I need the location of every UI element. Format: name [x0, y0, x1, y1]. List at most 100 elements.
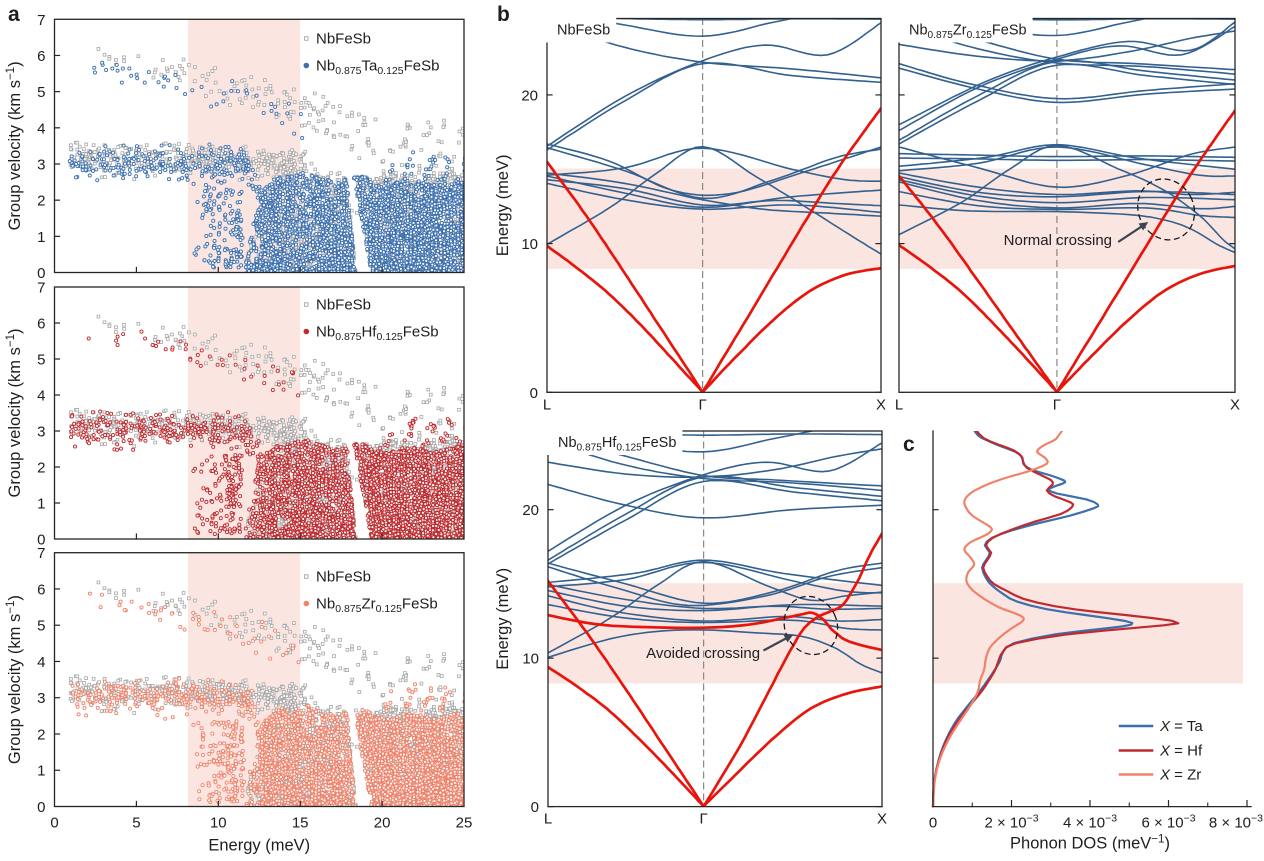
scatter-point-square — [257, 153, 261, 158]
scatter-point-circle — [273, 104, 278, 109]
scatter-point-circle — [122, 171, 127, 176]
scatter-point-square — [291, 234, 296, 239]
scatter-point-circle — [70, 163, 75, 168]
scatter-point-square — [467, 140, 470, 143]
scatter-point-circle — [226, 144, 231, 149]
scatter-point-square — [191, 148, 195, 153]
scatter-point-square — [337, 110, 342, 115]
scatter-point-circle — [149, 163, 154, 168]
scatter-point-square — [108, 154, 112, 159]
scatter-point-circle — [178, 151, 183, 156]
scatter-point-circle — [466, 230, 469, 233]
scatter-point-circle — [204, 233, 209, 238]
scatter-point-circle — [252, 172, 257, 177]
scatter-point-square — [68, 147, 73, 151]
scatter-point-square — [151, 75, 156, 80]
scatter-point-square — [122, 59, 126, 64]
scatter-point-square — [357, 112, 361, 117]
scatter-point-square — [323, 104, 328, 108]
scatter-point-circle — [290, 186, 295, 191]
scatter-point-circle — [121, 143, 126, 148]
scatter-point-circle — [254, 189, 259, 194]
scatter-point-square — [210, 144, 215, 149]
scatter-point-square — [259, 158, 264, 163]
panel-letter-a: a — [8, 3, 20, 26]
scatter-point-square — [438, 171, 442, 176]
scatter-point-square — [299, 106, 303, 110]
scatter-point-circle — [218, 164, 223, 169]
scatter-point-square — [398, 144, 403, 149]
scatter-point-circle — [88, 150, 93, 155]
scatter-point-square — [291, 110, 296, 115]
scatter-point-circle — [304, 237, 309, 242]
scatter-point-square — [264, 87, 269, 91]
scatter-point-circle — [229, 88, 234, 93]
scatter-point-square — [345, 134, 350, 139]
scatter-point-square — [225, 96, 230, 101]
scatter-point-circle — [203, 164, 208, 169]
scatter-point-circle — [212, 239, 217, 244]
scatter-point-circle — [237, 152, 242, 157]
scatter-point-square — [403, 137, 407, 142]
scatter-point-circle — [107, 149, 112, 154]
scatter-point-circle — [223, 151, 228, 156]
scatter-point-square — [292, 87, 296, 92]
scatter-point-circle — [238, 254, 243, 259]
scatter-point-circle — [121, 176, 126, 181]
scatter-point-square — [274, 170, 278, 174]
scatter-point-square — [283, 105, 287, 109]
scatter-point-circle — [246, 182, 251, 187]
scatter-point-square — [466, 199, 469, 202]
scatter-point-square — [337, 171, 342, 175]
scatter-point-circle — [274, 111, 279, 116]
scatter-point-square — [465, 141, 468, 144]
scatter-point-circle — [211, 153, 216, 158]
scatter-point-circle — [121, 155, 126, 160]
scatter-point-circle — [215, 179, 220, 184]
scatter-point-square — [421, 133, 426, 137]
scatter-point-square — [302, 105, 307, 110]
scatter-point-square — [164, 66, 169, 71]
scatter-point-circle — [161, 151, 166, 156]
scatter-point-circle — [239, 263, 244, 268]
scatter-point-circle — [87, 167, 92, 172]
scatter-point-square — [439, 140, 444, 145]
scatter-point-circle — [230, 232, 235, 237]
scatter-point-circle — [197, 164, 202, 169]
scatter-point-square — [244, 83, 249, 88]
scatter-point-circle — [241, 150, 246, 155]
scatter-point-circle — [134, 144, 139, 149]
scatter-point-circle — [236, 208, 241, 213]
scatter-point-circle — [199, 84, 204, 89]
scatter-point-circle — [77, 150, 82, 155]
scatter-point-square — [120, 151, 125, 155]
scatter-point-square — [325, 101, 330, 105]
scatter-point-square — [432, 171, 436, 175]
scatter-point-circle — [235, 235, 240, 240]
scatter-point-circle — [180, 169, 185, 174]
scatter-point-circle — [239, 217, 244, 222]
scatter-point-circle — [337, 189, 342, 194]
scatter-point-square — [467, 257, 470, 260]
scatter-point-circle — [210, 212, 215, 217]
scatter-point-square — [82, 147, 86, 151]
scatter-point-square — [261, 148, 266, 153]
scatter-point-circle — [222, 172, 227, 177]
scatter-point-square — [96, 47, 101, 51]
scatter-point-circle — [73, 175, 78, 180]
scatter-point-circle — [178, 162, 183, 167]
scatter-point-circle — [176, 177, 181, 182]
scatter-point-square — [466, 178, 469, 181]
scatter-point-square — [294, 152, 298, 157]
scatter-point-circle — [238, 249, 243, 254]
scatter-point-square — [299, 101, 304, 105]
scatter-point-square — [262, 162, 267, 166]
scatter-point-square — [301, 152, 305, 157]
scatter-point-circle — [97, 151, 102, 156]
scatter-point-circle — [235, 89, 240, 94]
scatter-point-circle — [176, 147, 181, 152]
scatter-point-circle — [243, 158, 248, 163]
scatter-point-square — [467, 132, 470, 135]
scatter-point-circle — [183, 164, 188, 169]
scatter-point-circle — [357, 203, 362, 208]
